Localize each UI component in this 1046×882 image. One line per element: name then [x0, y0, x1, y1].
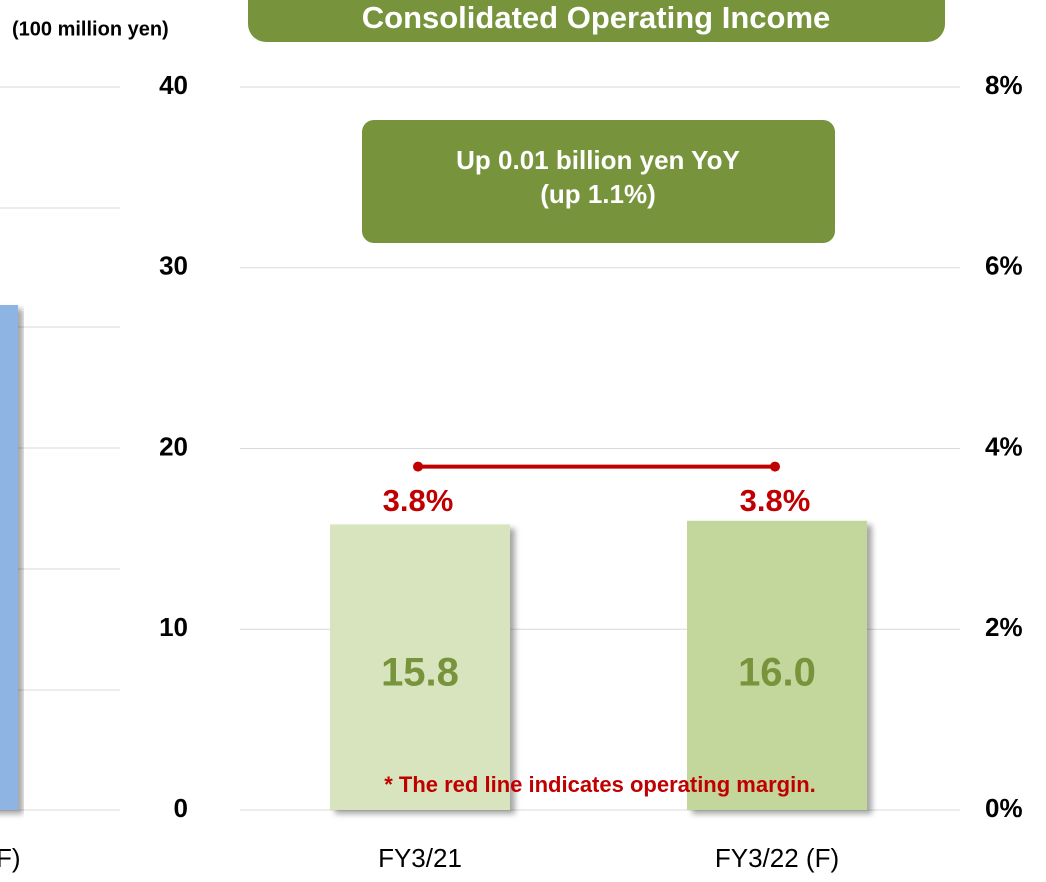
footnote: * The red line indicates operating margi…: [384, 772, 816, 797]
y-tick-label: 30: [159, 251, 188, 281]
data-label: 15.8: [381, 651, 459, 695]
y-tick-label: 40: [159, 70, 188, 100]
bar-fragment: [0, 305, 18, 810]
unit-label: (100 million yen): [12, 18, 169, 40]
annotation: (up 1.1%): [540, 179, 656, 209]
annotation-box: [362, 120, 835, 243]
y2-tick-label: 8%: [985, 70, 1023, 100]
point: [413, 461, 423, 472]
left-chart-fragment: F): [0, 86, 120, 873]
data-label: 3.8%: [740, 483, 811, 518]
annotation: Up 0.01 billion yen YoY: [456, 145, 740, 175]
y2-tick-label: 6%: [985, 251, 1023, 281]
x-tick-label: F): [0, 843, 21, 873]
y-tick-label: 0: [174, 793, 188, 823]
y2-tick-label: 2%: [985, 612, 1023, 642]
y-tick-label: 10: [159, 612, 188, 642]
title-box: [248, 0, 945, 42]
y2-tick-label: 0%: [985, 793, 1023, 823]
y-tick-label: 20: [159, 431, 188, 461]
bar: [687, 520, 867, 810]
point: [770, 461, 780, 472]
plot: 0 10 20 30 40 0% 2% 4% 6% 8% FY3/21 FY3/22 (F) 15.8 1…: [159, 70, 1023, 873]
x-tick-label: FY3/21: [378, 843, 462, 873]
y2-tick-label: 4%: [985, 431, 1023, 461]
x-tick-label: FY3/22 (F): [715, 843, 839, 873]
bar: [330, 524, 510, 810]
data-label: 3.8%: [383, 483, 454, 518]
chart-title: Consolidated Operating Income: [362, 0, 831, 35]
data-label: 16.0: [738, 651, 816, 695]
